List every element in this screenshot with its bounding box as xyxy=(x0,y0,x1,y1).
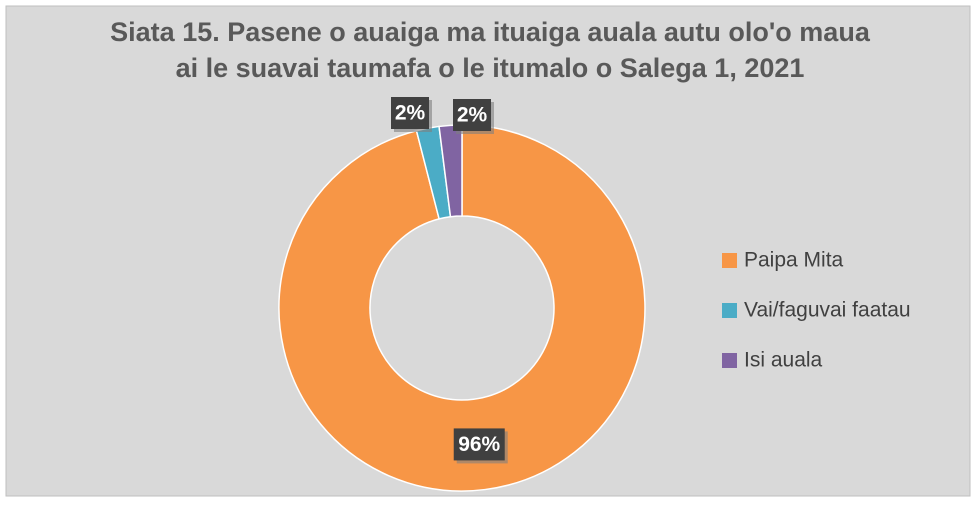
legend-swatch xyxy=(722,253,737,268)
data-label: 96% xyxy=(458,433,500,456)
data-label-box xyxy=(391,97,429,129)
slice xyxy=(438,124,463,218)
legend-swatch xyxy=(722,353,737,368)
legend-label: Paipa Mita xyxy=(744,249,844,272)
data-label: 2% xyxy=(457,104,488,127)
chart-title: Siata 15. Pasene o auaiga ma ituaiga aua… xyxy=(110,17,870,83)
legend-swatch xyxy=(722,303,737,318)
data-label: 2% xyxy=(395,102,426,125)
legend-label: Isi auala xyxy=(744,349,823,372)
data-label-box xyxy=(453,428,505,461)
legend-label: Vai/faguvai faatau xyxy=(744,299,911,322)
slice xyxy=(278,124,646,492)
data-label-box xyxy=(453,99,491,131)
